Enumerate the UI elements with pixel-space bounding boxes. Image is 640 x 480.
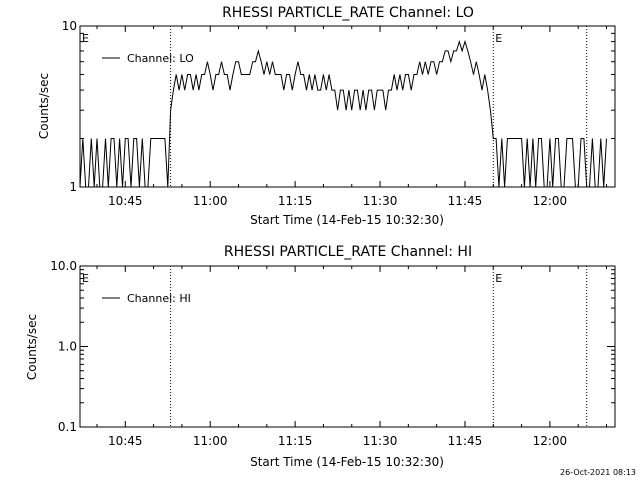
panel-hi-x-tick-label: 11:45: [448, 434, 483, 448]
panel-lo-event-marker-label: E: [82, 32, 89, 45]
panel-hi-x-tick-label: 11:00: [193, 434, 228, 448]
panel-lo-y-axis-label: Counts/sec: [37, 73, 51, 139]
panel-lo-x-tick-label: 11:15: [278, 194, 313, 208]
panel-hi-x-tick-label: 11:30: [363, 434, 398, 448]
panel-hi-y-axis-label: Counts/sec: [25, 314, 39, 380]
panel-lo-axes: 10:45 11:00 11:15 11:30 11:45 12:00 1 10: [62, 19, 615, 208]
panel-lo-x-tick-label: 11:45: [448, 194, 483, 208]
panel-hi: RHESSI PARTICLE_RATE Channel: HI 10:45 11…: [25, 244, 616, 469]
panel-lo-series: [79, 39, 607, 188]
panel-lo-plot-frame: [79, 25, 616, 188]
panel-hi-plot-frame: [79, 265, 616, 428]
panel-lo-x-axis-label: Start Time (14-Feb-15 10:32:30): [250, 213, 444, 227]
panel-lo-x-tick-label: 10:45: [108, 194, 143, 208]
panel-lo-y-tick-label: 1: [69, 180, 77, 194]
generation-timestamp: 26-Oct-2021 08:13: [560, 468, 636, 477]
panel-lo-x-tick-label: 12:00: [533, 194, 568, 208]
panel-hi-event-marker-label: E: [82, 272, 89, 285]
panel-hi-title: RHESSI PARTICLE_RATE Channel: HI: [224, 244, 472, 260]
panel-hi-y-tick-label: 0.1: [58, 420, 77, 434]
panel-hi-y-tick-label: 10.0: [50, 259, 77, 273]
panel-hi-x-tick-label: 11:15: [278, 434, 313, 448]
panel-lo-legend: Channel: LO: [102, 52, 194, 65]
panel-hi-x-tick-label: 12:00: [533, 434, 568, 448]
panel-hi-axes: 10:45 11:00 11:15 11:30 11:45 12:00 0.1 1.0 10.0: [50, 259, 615, 448]
panel-hi-x-tick-label: 10:45: [108, 434, 143, 448]
panel-hi-x-axis-label: Start Time (14-Feb-15 10:32:30): [250, 455, 444, 469]
panel-hi-legend: Channel: HI: [102, 292, 191, 305]
panel-hi-y-tick-label: 1.0: [58, 340, 77, 354]
panel-lo-series-line: [79, 39, 607, 188]
panel-lo-legend-label: Channel: LO: [127, 52, 194, 65]
panel-lo-title: RHESSI PARTICLE_RATE Channel: LO: [222, 5, 474, 21]
panel-hi-event-marker-label: E: [495, 272, 502, 285]
panel-lo-y-tick-label: 10: [62, 19, 77, 33]
panel-hi-legend-label: Channel: HI: [127, 292, 191, 305]
panel-lo-event-marker-label: E: [495, 32, 502, 45]
panel-lo-x-tick-label: 11:00: [193, 194, 228, 208]
panel-lo-x-tick-label: 11:30: [363, 194, 398, 208]
panel-lo: RHESSI PARTICLE_RATE Channel: LO 10:45 11…: [37, 5, 616, 227]
